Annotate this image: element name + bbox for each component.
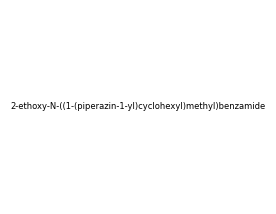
Text: 2-ethoxy-N-((1-(piperazin-1-yl)cyclohexyl)methyl)benzamide: 2-ethoxy-N-((1-(piperazin-1-yl)cyclohexy… [10, 103, 266, 111]
